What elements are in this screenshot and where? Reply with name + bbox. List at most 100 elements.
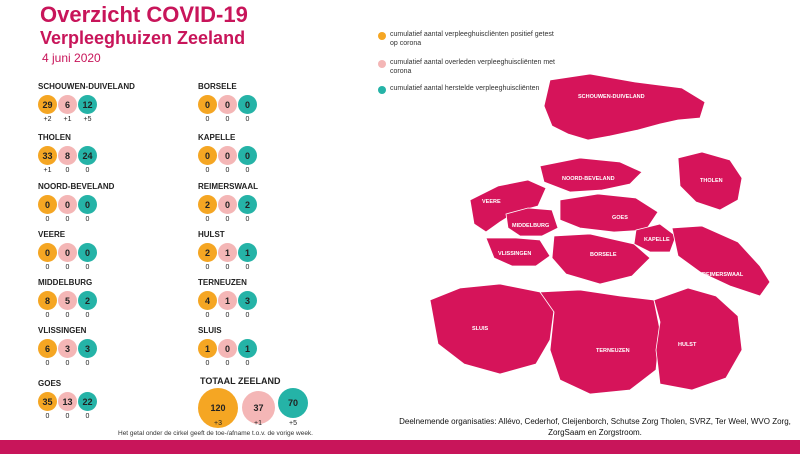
region-vlissingen: VLISSINGEN 6 3 3 0 0 0 [38,326,188,378]
map-hulst [653,287,743,391]
map-schouwen-duiveland [543,73,706,141]
bottom-bar [0,440,800,454]
deceased-circle: 0 [218,339,237,358]
region-name: TERNEUZEN [198,278,247,287]
region-name: HULST [198,230,225,239]
map-label-noordbeveland: NOORD-BEVELAND [562,176,615,182]
region-terneuzen: TERNEUZEN 4 1 3 0 0 0 [198,278,348,330]
total-recovered-circle: 70 [278,388,308,418]
deceased-circle: 3 [58,339,77,358]
legend-label: cumulatief aantal overleden verpleeghuis… [390,59,555,75]
recovered-circle: 3 [78,339,97,358]
map-terneuzen [539,289,661,395]
recovered-delta: 0 [245,116,250,123]
region-name: SLUIS [198,326,222,335]
infected-circle: 0 [198,146,217,165]
region-name: GOES [38,379,62,388]
legend-label: cumulatief aantal herstelde verpleeghuis… [390,85,540,92]
deceased-circle: 13 [58,392,77,411]
infected-delta: 0 [45,264,50,271]
infected-delta: 0 [45,216,50,223]
recovered-delta: 0 [245,360,250,367]
map-noord-beveland [539,157,643,193]
map-label-hulst: HULST [678,342,697,348]
total-label: TOTAAL ZEELAND [200,376,281,386]
map-label-sluis: SLUIS [472,326,489,332]
infected-circle: 4 [198,291,217,310]
region-goes: GOES 35 13 22 0 0 0 [38,379,188,431]
participating-organisations: Deelnemende organisaties: Allévo, Cederh… [399,417,791,437]
region-name: SCHOUWEN-DUIVELAND [38,82,135,91]
footnote: Het getal onder de cirkel geeft de toe-/… [118,430,313,437]
legend-dot-icon [378,32,386,40]
recovered-delta: 0 [85,413,90,420]
recovered-delta: 0 [85,216,90,223]
region-borsele: BORSELE 0 0 0 0 0 0 [198,82,348,134]
infected-delta: 0 [205,312,210,319]
region-name: VEERE [38,230,66,239]
zeeland-map: SCHOUWEN-DUIVELAND NOORD-BEVELAND THOLEN… [429,73,771,395]
map-label-reimerswaal: REIMERSWAAL [702,272,744,278]
deceased-delta: 0 [65,312,70,319]
region-kapelle: KAPELLE 0 0 0 0 0 0 [198,133,348,185]
infected-delta: 0 [205,264,210,271]
total-deceased-delta: +1 [254,420,262,427]
map-label-goes: GOES [612,215,628,221]
recovered-circle: 0 [78,195,97,214]
deceased-delta: 0 [65,413,70,420]
total-recovered-delta: +5 [289,420,297,427]
deceased-circle: 1 [218,291,237,310]
page-subtitle: Verpleeghuizen Zeeland [40,28,246,48]
infected-circle: 1 [198,339,217,358]
deceased-delta: 0 [225,216,230,223]
legend-item-deceased: cumulatief aantal overleden verpleeghuis… [378,58,560,76]
region-middelburg: MIDDELBURG 8 5 2 0 0 0 [38,278,188,330]
recovered-delta: 0 [245,216,250,223]
infected-circle: 33 [38,146,57,165]
region-name: KAPELLE [198,133,236,142]
recovered-delta: 0 [245,312,250,319]
region-name: BORSELE [198,82,237,91]
legend-dot-icon [378,60,386,68]
region-noord-beveland: NOORD-BEVELAND 0 0 0 0 0 0 [38,182,188,234]
deceased-circle: 5 [58,291,77,310]
region-name: THOLEN [38,133,71,142]
infected-circle: 2 [198,243,217,262]
total-infected-circle: 120 [198,388,238,428]
infected-delta: 0 [205,167,210,174]
region-veere: VEERE 0 0 0 0 0 0 [38,230,188,282]
recovered-circle: 0 [238,95,257,114]
map-reimerswaal [671,225,771,297]
deceased-delta: 0 [225,167,230,174]
region-reimerswaal: REIMERSWAAL 2 0 2 0 0 0 [198,182,348,234]
map-label-veere: VEERE [482,199,501,205]
infected-circle: 6 [38,339,57,358]
legend-item-infected: cumulatief aantal verpleeghuiscliënten p… [378,30,560,48]
map-sluis [429,283,555,375]
deceased-circle: 0 [218,95,237,114]
recovered-circle: 22 [78,392,97,411]
deceased-circle: 1 [218,243,237,262]
region-name: NOORD-BEVELAND [38,182,115,191]
map-label-vlissingen: VLISSINGEN [498,251,531,257]
recovered-delta: 0 [85,167,90,174]
map-vlissingen [485,237,551,267]
deceased-delta: 0 [225,264,230,271]
recovered-delta: +5 [83,116,92,123]
recovered-delta: 0 [245,264,250,271]
legend-label: cumulatief aantal verpleeghuiscliënten p… [390,31,554,47]
page-title: Overzicht COVID-19 [40,2,248,27]
infected-delta: +1 [43,167,52,174]
infected-circle: 29 [38,95,57,114]
report-date: 4 juni 2020 [42,51,101,65]
recovered-delta: 0 [85,264,90,271]
map-label-terneuzen: TERNEUZEN [596,348,630,354]
region-tholen: THOLEN 33 8 24 +1 0 0 [38,133,188,185]
recovered-circle: 3 [238,291,257,310]
deceased-delta: +1 [63,116,72,123]
infected-circle: 0 [38,243,57,262]
infected-circle: 2 [198,195,217,214]
recovered-circle: 2 [238,195,257,214]
recovered-circle: 2 [78,291,97,310]
deceased-delta: 0 [225,360,230,367]
